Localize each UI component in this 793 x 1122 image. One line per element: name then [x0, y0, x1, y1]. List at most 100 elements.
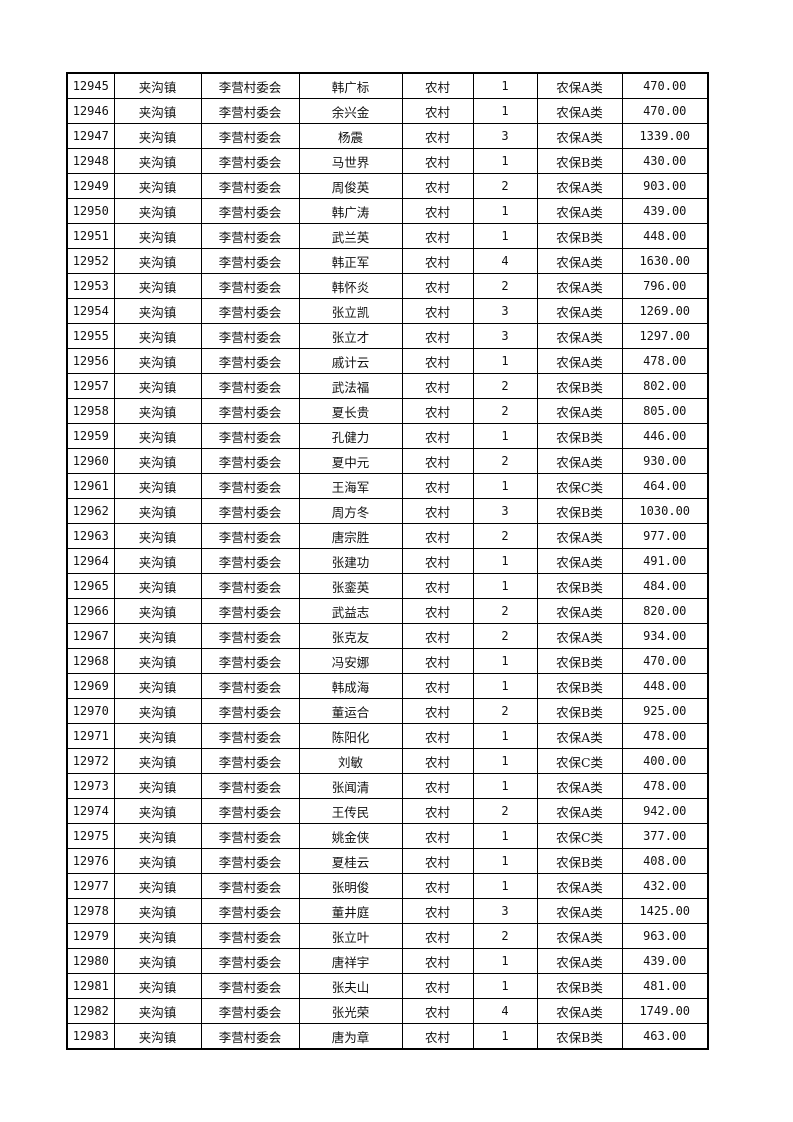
table-row: 12962 夹沟镇 李营村委会 周方冬 农村 3 农保B类 1030.00	[66, 498, 709, 524]
cell-town: 夹沟镇	[113, 573, 202, 599]
cell-insurance-category: 农保A类	[536, 173, 623, 199]
cell-village-committee: 李营村委会	[200, 898, 300, 924]
cell-village-committee: 李营村委会	[200, 723, 300, 749]
cell-amount: 470.00	[621, 648, 709, 674]
cell-village-committee: 李营村委会	[200, 198, 300, 224]
cell-town: 夹沟镇	[113, 798, 202, 824]
table-row: 12950 夹沟镇 李营村委会 韩广涛 农村 1 农保A类 439.00	[66, 198, 709, 224]
table-row: 12952 夹沟镇 李营村委会 韩正军 农村 4 农保A类 1630.00	[66, 248, 709, 274]
cell-amount: 432.00	[621, 873, 709, 899]
cell-household-size: 4	[472, 248, 538, 274]
cell-town: 夹沟镇	[113, 123, 202, 149]
cell-village-committee: 李营村委会	[200, 123, 300, 149]
cell-area-type: 农村	[401, 148, 474, 174]
table-row: 12977 夹沟镇 李营村委会 张明俊 农村 1 农保A类 432.00	[66, 873, 709, 899]
table-row: 12971 夹沟镇 李营村委会 陈阳化 农村 1 农保A类 478.00	[66, 723, 709, 749]
cell-area-type: 农村	[401, 548, 474, 574]
cell-household-size: 2	[472, 798, 538, 824]
cell-insurance-category: 农保A类	[536, 298, 623, 324]
cell-village-committee: 李营村委会	[200, 948, 300, 974]
cell-town: 夹沟镇	[113, 748, 202, 774]
cell-village-committee: 李营村委会	[200, 473, 300, 499]
cell-insurance-category: 农保A类	[536, 798, 623, 824]
cell-area-type: 农村	[401, 173, 474, 199]
cell-insurance-category: 农保A类	[536, 548, 623, 574]
cell-amount: 478.00	[621, 773, 709, 799]
cell-amount: 796.00	[621, 273, 709, 299]
cell-insurance-category: 农保C类	[536, 823, 623, 849]
cell-amount: 1749.00	[621, 998, 709, 1024]
cell-person-name: 王海军	[298, 473, 403, 499]
cell-area-type: 农村	[401, 773, 474, 799]
cell-household-size: 2	[472, 373, 538, 399]
cell-person-name: 张闻清	[298, 773, 403, 799]
cell-amount: 963.00	[621, 923, 709, 949]
cell-insurance-category: 农保B类	[536, 648, 623, 674]
cell-amount: 942.00	[621, 798, 709, 824]
cell-area-type: 农村	[401, 673, 474, 699]
cell-household-size: 1	[472, 948, 538, 974]
cell-row-id: 12979	[66, 923, 115, 949]
cell-insurance-category: 农保A类	[536, 998, 623, 1024]
cell-area-type: 农村	[401, 298, 474, 324]
cell-village-committee: 李营村委会	[200, 298, 300, 324]
cell-town: 夹沟镇	[113, 373, 202, 399]
cell-village-committee: 李营村委会	[200, 373, 300, 399]
cell-person-name: 周俊英	[298, 173, 403, 199]
table-row: 12953 夹沟镇 李营村委会 韩怀炎 农村 2 农保A类 796.00	[66, 273, 709, 299]
cell-town: 夹沟镇	[113, 148, 202, 174]
cell-amount: 430.00	[621, 148, 709, 174]
cell-person-name: 刘敏	[298, 748, 403, 774]
cell-area-type: 农村	[401, 348, 474, 374]
cell-insurance-category: 农保B类	[536, 148, 623, 174]
cell-amount: 491.00	[621, 548, 709, 574]
cell-village-committee: 李营村委会	[200, 173, 300, 199]
table-row: 12958 夹沟镇 李营村委会 夏长贵 农村 2 农保A类 805.00	[66, 398, 709, 424]
cell-row-id: 12958	[66, 398, 115, 424]
cell-insurance-category: 农保A类	[536, 248, 623, 274]
cell-person-name: 陈阳化	[298, 723, 403, 749]
cell-person-name: 余兴金	[298, 98, 403, 124]
cell-household-size: 3	[472, 498, 538, 524]
cell-row-id: 12959	[66, 423, 115, 449]
cell-row-id: 12977	[66, 873, 115, 899]
cell-person-name: 姚金侠	[298, 823, 403, 849]
cell-household-size: 3	[472, 123, 538, 149]
table-row: 12981 夹沟镇 李营村委会 张夫山 农村 1 农保B类 481.00	[66, 973, 709, 999]
cell-area-type: 农村	[401, 898, 474, 924]
cell-household-size: 1	[472, 773, 538, 799]
cell-household-size: 2	[472, 923, 538, 949]
cell-household-size: 1	[472, 723, 538, 749]
cell-area-type: 农村	[401, 848, 474, 874]
cell-row-id: 12948	[66, 148, 115, 174]
table-row: 12970 夹沟镇 李营村委会 董运合 农村 2 农保B类 925.00	[66, 698, 709, 724]
table-row: 12965 夹沟镇 李营村委会 张銮英 农村 1 农保B类 484.00	[66, 573, 709, 599]
cell-amount: 464.00	[621, 473, 709, 499]
cell-area-type: 农村	[401, 623, 474, 649]
cell-row-id: 12950	[66, 198, 115, 224]
cell-household-size: 1	[472, 823, 538, 849]
cell-person-name: 张光荣	[298, 998, 403, 1024]
cell-area-type: 农村	[401, 198, 474, 224]
table-row: 12947 夹沟镇 李营村委会 杨震 农村 3 农保A类 1339.00	[66, 123, 709, 149]
cell-area-type: 农村	[401, 248, 474, 274]
cell-insurance-category: 农保B类	[536, 1023, 623, 1050]
cell-household-size: 1	[472, 548, 538, 574]
cell-household-size: 2	[472, 623, 538, 649]
cell-household-size: 2	[472, 273, 538, 299]
cell-person-name: 韩正军	[298, 248, 403, 274]
cell-household-size: 1	[472, 473, 538, 499]
cell-area-type: 农村	[401, 948, 474, 974]
cell-person-name: 韩广标	[298, 72, 403, 99]
cell-village-committee: 李营村委会	[200, 798, 300, 824]
cell-village-committee: 李营村委会	[200, 673, 300, 699]
cell-person-name: 唐祥宇	[298, 948, 403, 974]
subsidy-table: 12945 夹沟镇 李营村委会 韩广标 农村 1 农保A类 470.00 12946 夹沟镇 李营村…	[66, 72, 709, 1050]
cell-area-type: 农村	[401, 398, 474, 424]
cell-person-name: 夏桂云	[298, 848, 403, 874]
cell-town: 夹沟镇	[113, 948, 202, 974]
cell-insurance-category: 农保A类	[536, 398, 623, 424]
cell-household-size: 1	[472, 573, 538, 599]
cell-person-name: 张立叶	[298, 923, 403, 949]
cell-person-name: 周方冬	[298, 498, 403, 524]
